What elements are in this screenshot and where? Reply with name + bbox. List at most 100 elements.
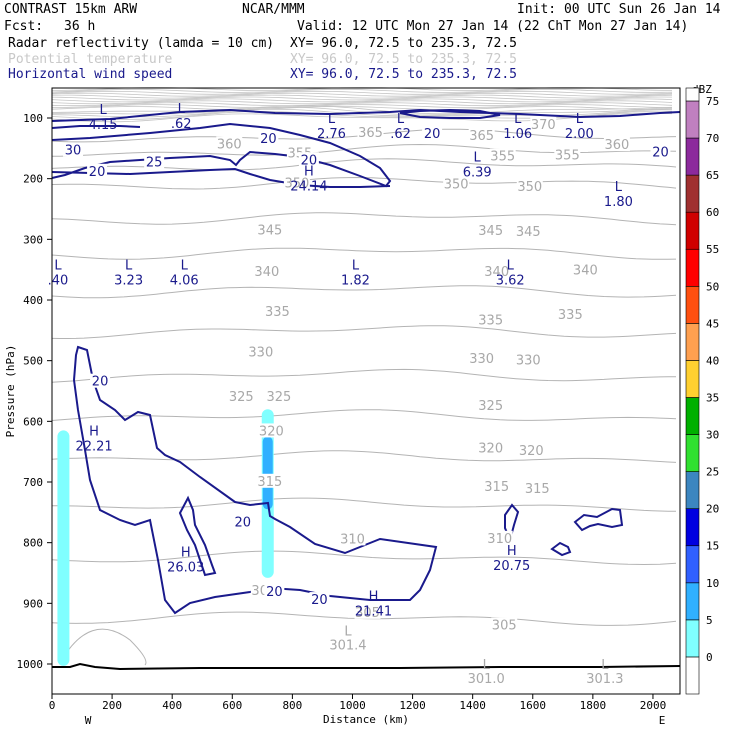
theta-label: 360 [217, 137, 242, 152]
wind-extremum-value: 20.75 [493, 559, 530, 574]
theta-label: 345 [257, 224, 282, 239]
theta-label-bg [477, 223, 504, 238]
isentrope-325 [51, 368, 676, 383]
dense-isentrope [51, 108, 673, 118]
wind-extremum-L: L [178, 102, 186, 117]
header: CONTRAST 15km ARW NCAR/MMM Init: 00 UTC … [4, 2, 721, 82]
colorbar-tick-label: 50 [706, 280, 719, 293]
wind-label-bg [232, 514, 253, 529]
wind-extremum-L: L [397, 112, 405, 127]
theta-label: 301.0 [468, 672, 505, 687]
theta-label-bg [603, 137, 630, 152]
wind-extremum-L: L [99, 103, 107, 118]
field-xy-reflectivity: XY= 96.0, 72.5 to 235.3, 72.5 [290, 36, 517, 51]
wind-extremum-value: 26.03 [167, 561, 204, 576]
theta-label: 350 [517, 180, 542, 195]
theta-label-bg [530, 117, 557, 132]
dense-isentrope [51, 90, 673, 95]
dense-isentrope [51, 96, 673, 101]
isentrope-surface-dome [59, 628, 147, 666]
colorbar-swatch-45 [685, 323, 700, 361]
field-name-theta: Potential temperature [8, 52, 173, 67]
wind-extremum-value: 3.62 [496, 274, 525, 289]
dense-isentrope [51, 104, 673, 108]
theta-label-bg [465, 670, 508, 685]
theta-extremum-L: L [483, 658, 491, 673]
wind-label-bg [298, 152, 319, 167]
wind-label-bg [144, 154, 165, 169]
field-xy-wind: XY= 96.0, 72.5 to 235.3, 72.5 [290, 67, 517, 82]
theta-label: 350 [284, 176, 309, 191]
theta-label: 330 [469, 352, 494, 367]
theta-label-bg [518, 442, 545, 457]
wind-extremum-L: L [54, 259, 62, 274]
theta-label: 305 [355, 606, 380, 621]
forecast-hour: 36 h [64, 19, 95, 34]
theta-label: 330 [248, 346, 273, 361]
init-time: Init: 00 UTC Sun 26 Jan 14 [517, 2, 721, 17]
isentrope-335 [51, 285, 677, 299]
theta-label-bg [572, 262, 599, 277]
wind-contour-label: 25 [146, 156, 163, 171]
dense-isentrope [51, 88, 673, 93]
y-tick-label: 400 [23, 294, 43, 307]
wind-extremum-value: 4.06 [170, 274, 199, 289]
wind-label-bg [309, 592, 330, 607]
wind-extremum-value: 24.14 [290, 180, 327, 195]
theta-label-bg [468, 351, 495, 366]
x-tick-label: 1800 [580, 699, 607, 712]
y-tick-label: 1000 [17, 658, 44, 671]
wind-contour-label: 20 [89, 165, 106, 180]
theta-label-bg [256, 473, 283, 488]
wind-extremum-L: L [352, 259, 360, 274]
theta-label: 315 [257, 475, 282, 490]
colorbar-swatch-20 [685, 508, 700, 547]
colorbar-swatch-10 [685, 582, 700, 621]
x-tick-label: 1600 [520, 699, 547, 712]
wind-extremum-value: 3.23 [114, 274, 143, 289]
wind-contour-label: 20 [235, 515, 252, 530]
wind-label-bg [264, 584, 285, 599]
theta-label-bg [515, 223, 542, 238]
isentrope-320 [51, 409, 677, 421]
theta-label-bg [477, 440, 504, 455]
theta-label: 320 [478, 441, 503, 456]
x-axis-west-label: W [85, 714, 92, 727]
theta-label-bg [339, 531, 366, 546]
dense-isentrope [51, 92, 673, 97]
y-tick-label: 100 [23, 112, 43, 125]
wind-label-bg [87, 163, 108, 178]
y-tick-label: 700 [23, 476, 43, 489]
colorbar-swatch-15 [685, 545, 700, 584]
theta-label: 310 [487, 532, 512, 547]
wind-extremum-L: L [474, 151, 482, 166]
reflectivity-cell-10dbz [262, 436, 273, 510]
colorbar-tick-label: 75 [706, 95, 719, 108]
wind-contour-label: 20 [652, 145, 669, 160]
colorbar-tick-label: 10 [706, 577, 719, 590]
theta-label: 360 [604, 138, 629, 153]
theta-label-bg [583, 670, 626, 685]
colorbar-swatch-0 [685, 656, 700, 695]
x-tick-label: 2000 [640, 699, 667, 712]
wind-extremum-L: L [125, 259, 133, 274]
y-tick-label: 200 [23, 173, 43, 186]
dense-isentrope [51, 100, 673, 105]
theta-label: 350 [444, 178, 469, 193]
colorbar-tick-label: 0 [706, 651, 713, 664]
valid-time: Valid: 12 UTC Mon 27 Jan 14 (22 ChT Mon … [297, 19, 688, 34]
y-tick-label: 900 [23, 597, 43, 610]
colorbar-swatch-65 [685, 174, 700, 213]
theta-label-bg [283, 175, 310, 190]
theta-label-bg [483, 479, 510, 494]
theta-label-bg [557, 306, 584, 321]
theta-label: 355 [490, 150, 515, 165]
theta-label-bg [483, 263, 510, 278]
wind-extremum-L: L [507, 259, 515, 274]
theta-label-bg [468, 127, 495, 142]
x-tick-label: 600 [222, 699, 242, 712]
wind-contour-label: 20 [266, 585, 283, 600]
theta-label: 315 [484, 480, 509, 495]
wind-extremum-L: L [328, 112, 336, 127]
